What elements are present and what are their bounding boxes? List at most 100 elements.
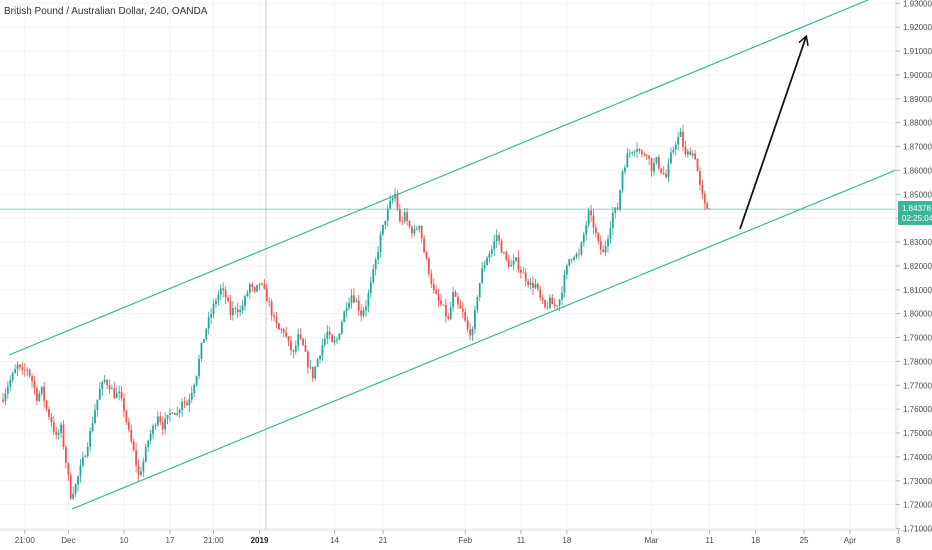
candle-body [198,358,200,377]
candle-body [490,249,493,254]
candle-body [35,388,38,401]
price-axis-tick-label: 1.82000 [903,262,932,271]
candle-body [212,303,215,315]
candle-body [437,293,440,301]
candle-body [207,317,210,329]
candle-body [360,310,363,316]
candle-body [40,386,43,394]
candle-body [430,273,433,284]
time-axis-tick-label: 11 [705,536,714,545]
candle-body [544,300,546,308]
candle-body [45,400,48,410]
candle-body [202,339,205,343]
candle-body [336,339,338,341]
candle-body [524,272,527,282]
price-axis-tick-label: 1.85000 [903,190,932,199]
price-tag-box [898,201,932,225]
candle-body [127,421,130,430]
candle-body [81,457,84,466]
candle-body [74,484,77,494]
candle-body [246,292,249,297]
candle-body [454,291,457,297]
candle-body [377,252,379,260]
candle-body [534,284,537,288]
current-price-tag: 1.84378 02:25:04 [898,201,932,225]
candle-body [444,304,447,317]
candle-body [403,212,406,222]
channel-lower-trendline[interactable] [71,169,897,510]
candle-body [62,424,65,448]
candle-body [384,220,387,225]
candle-body [474,309,476,329]
time-axis-tick-label: 21:00 [204,536,225,545]
candle-body [694,153,697,159]
candle-body [420,225,423,239]
candle-body [52,422,55,432]
candle-body [408,220,411,228]
candle-body [604,246,607,253]
candle-body [123,398,125,412]
candle-body [529,282,532,285]
candle-body [253,287,256,292]
candle-body [292,350,295,352]
candle-body [193,384,196,393]
time-axis-tick-label: 18 [751,536,760,545]
channel-upper-trendline[interactable] [8,0,869,356]
candle-body [626,153,629,168]
candle-body [442,304,445,306]
candle-body [297,334,300,346]
candle-body [340,322,343,334]
candle-body [486,257,488,266]
candle-body [570,259,573,260]
price-axis-tick-label: 1.90000 [903,71,932,80]
candle-body [265,288,268,302]
candle-body [270,301,273,316]
candle-body [703,193,706,204]
candle-body [449,307,452,319]
candle-body [457,296,459,305]
candle-body [369,282,372,294]
price-axis-tick-label: 1.80000 [903,310,932,319]
price-axis-tick-label: 1.87000 [903,143,932,152]
candle-body [282,329,285,333]
candle-body [48,409,50,417]
candle-body [321,344,324,356]
candle-body [587,210,590,225]
candle-body [406,212,409,221]
candle-body [161,422,164,430]
candle-body [447,316,450,319]
candle-body [348,303,350,309]
candle-body [372,269,375,283]
candle-body [294,345,297,352]
candle-body [132,441,135,451]
candle-body [232,308,234,315]
candle-body [379,234,382,253]
price-axis-tick-label: 1.81000 [903,286,932,295]
time-axis-tick-label: 17 [166,536,175,545]
candle-body [31,375,33,382]
projection-arrow[interactable] [739,37,806,230]
candle-body [507,259,510,267]
candle-body [176,413,179,415]
time-axis-tick-label: 21:00 [15,536,36,545]
drawings-layer[interactable] [0,0,897,510]
candle-body [183,401,186,403]
candle-body [353,295,355,303]
candle-body [152,426,154,435]
candle-body [84,456,87,458]
candle-body [285,332,288,337]
time-axis[interactable]: 21:00 Dec 10 17 21:00 2019 14 21 Feb 11 18 Mar 11 18 2… [15,530,901,545]
candle-body [21,367,24,370]
candle-body [290,341,292,351]
candle-body [512,260,515,265]
price-axis[interactable]: 1.71000 1.72000 1.73000 1.74000 1.75000 1.760… [896,0,932,534]
candle-body [227,297,229,302]
candle-body [631,151,634,153]
candle-body [4,393,7,402]
candle-body [86,446,89,457]
candle-body [611,212,614,229]
candle-body [413,229,416,234]
